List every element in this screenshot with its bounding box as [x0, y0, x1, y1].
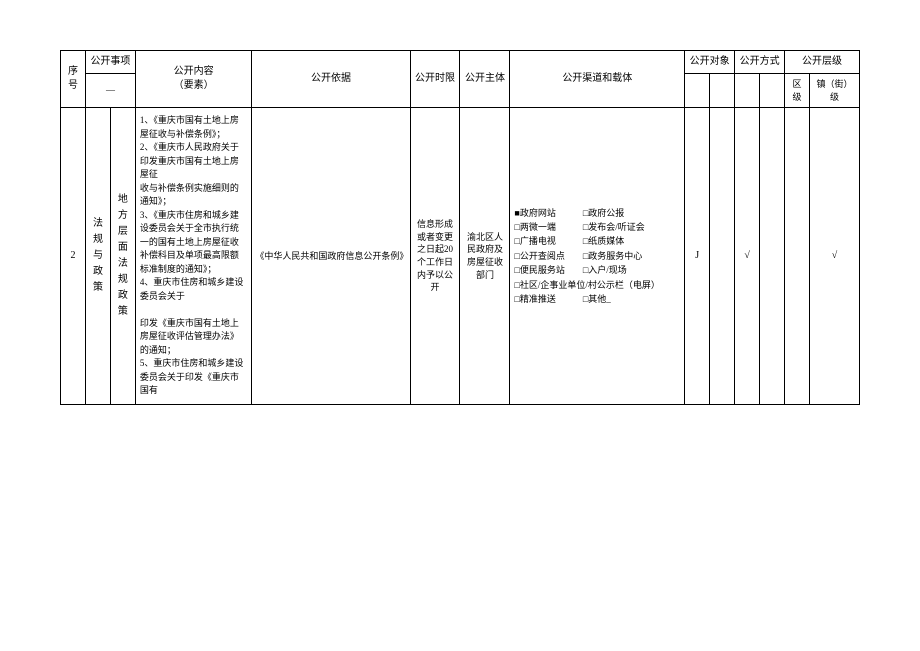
- cell-cat2: 地方层面法规政策: [110, 108, 135, 405]
- header-level: 公开层级: [785, 51, 860, 74]
- header-content: 公开内容 （要素）: [135, 51, 252, 108]
- cell-content: 1、《重庆市国有土地上房屋征收与补偿条例》； 2、《重庆市人民政府关于印发重庆市…: [135, 108, 252, 405]
- cell-channel: ■政府网站 □政府公报 □两微一端 □发布会/听证会 □广播电视 □纸质媒体 □…: [510, 108, 685, 405]
- cell-target-2: [710, 108, 735, 405]
- cell-basis: 《中华人民共和国政府信息公开条例》: [252, 108, 410, 405]
- table-body: 2 法规与政策 地方层面法规政策 1、《重庆市国有土地上房屋征收与补偿条例》； …: [61, 108, 860, 405]
- cell-target-1: J: [685, 108, 710, 405]
- header-target: 公开对象: [685, 51, 735, 74]
- cell-seq: 2: [61, 108, 86, 405]
- header-level-town: 镇（街）级: [810, 74, 860, 108]
- cell-level-town: √: [810, 108, 860, 405]
- cell-cat1: 法规与政策: [85, 108, 110, 405]
- header-level-district: 区级: [785, 74, 810, 108]
- disclosure-table: 序号 公开事项 公开内容 （要素） 公开依据 公开时限 公开主体 公开渠道和载体…: [60, 50, 860, 405]
- header-basis: 公开依据: [252, 51, 410, 108]
- header-target-1: [685, 74, 710, 108]
- header-matter-sub: —: [85, 74, 135, 108]
- header-target-2: [710, 74, 735, 108]
- cell-method-1: √: [735, 108, 760, 405]
- header-timelimit: 公开时限: [410, 51, 460, 108]
- header-matter: 公开事项: [85, 51, 135, 74]
- header-channel: 公开渠道和载体: [510, 51, 685, 108]
- cell-level-district: [785, 108, 810, 405]
- header-seq: 序号: [61, 51, 86, 108]
- table-header: 序号 公开事项 公开内容 （要素） 公开依据 公开时限 公开主体 公开渠道和载体…: [61, 51, 860, 108]
- header-method: 公开方式: [735, 51, 785, 74]
- header-method-1: [735, 74, 760, 108]
- header-subject: 公开主体: [460, 51, 510, 108]
- cell-method-2: [760, 108, 785, 405]
- table-row: 2 法规与政策 地方层面法规政策 1、《重庆市国有土地上房屋征收与补偿条例》； …: [61, 108, 860, 405]
- cell-timelimit: 信息形成或者变更之日起20个工作日内予以公开: [410, 108, 460, 405]
- cell-subject: 渝北区人民政府及房屋征收部门: [460, 108, 510, 405]
- header-method-2: [760, 74, 785, 108]
